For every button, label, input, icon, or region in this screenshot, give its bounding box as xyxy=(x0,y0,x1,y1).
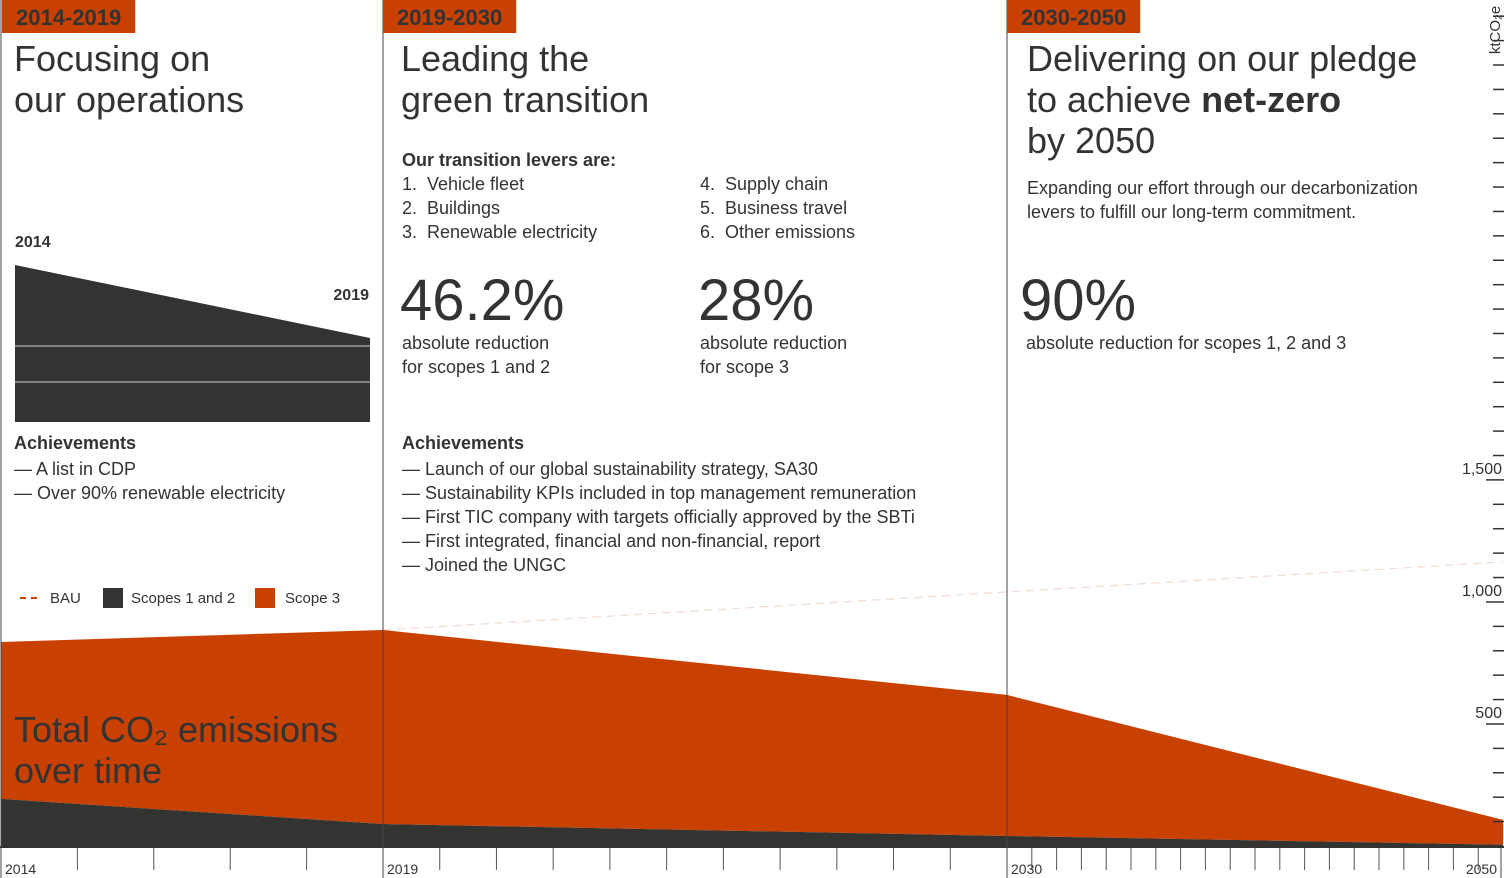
bau-line xyxy=(382,561,1504,631)
x-tick-label: 2014 xyxy=(5,861,36,877)
stat-value: 46.2% xyxy=(400,268,564,333)
achievement-item: — Sustainability KPIs included in top ma… xyxy=(402,483,916,503)
section-title: to achieve net-zero xyxy=(1027,79,1341,120)
legend-label: BAU xyxy=(50,590,81,607)
legend-marker xyxy=(103,588,123,608)
achievement-item: — Launch of our global sustainability st… xyxy=(402,459,818,479)
stat-text: absolute reduction xyxy=(402,333,549,353)
lever-item: 2. Buildings xyxy=(402,198,500,218)
stat-value: 90% xyxy=(1020,268,1136,333)
summary-start: 2014 xyxy=(15,234,51,251)
achievements-heading: Achievements xyxy=(402,433,524,453)
period-label: 2014-2019 xyxy=(16,5,121,30)
period-label: 2019-2030 xyxy=(397,5,502,30)
x-tick-label: 2030 xyxy=(1011,861,1042,877)
lever-item: 6. Other emissions xyxy=(700,222,855,242)
section-title: Delivering on our pledge xyxy=(1027,38,1417,79)
y-tick-label: 1,500 xyxy=(1462,461,1502,478)
period-badge xyxy=(383,0,517,33)
scopes12-area xyxy=(1,798,1503,846)
chart-title: over time xyxy=(14,750,162,791)
lever-item: 1. Vehicle fleet xyxy=(402,174,524,194)
section-description: levers to fulfill our long-term commitme… xyxy=(1027,202,1356,222)
lever-item: 4. Supply chain xyxy=(700,174,828,194)
section-title: our operations xyxy=(14,79,244,120)
section-title: green transition xyxy=(401,79,649,120)
x-tick-label: 2019 xyxy=(387,861,418,877)
lever-item: 5. Business travel xyxy=(700,198,847,218)
legend-marker xyxy=(255,588,275,608)
levers-heading: Our transition levers are: xyxy=(402,150,616,170)
achievement-item: — Over 90% renewable electricity xyxy=(14,483,285,503)
title-emphasis: net-zero xyxy=(1201,79,1341,120)
legend-label: Scopes 1 and 2 xyxy=(131,590,235,607)
summary-end: 2019 xyxy=(333,287,369,304)
x-tick-label: 2050 xyxy=(1466,861,1497,877)
section-title: Leading the xyxy=(401,38,589,79)
legend-label: Scope 3 xyxy=(285,590,340,607)
stat-text: for scopes 1 and 2 xyxy=(402,357,550,377)
period-label: 2030-2050 xyxy=(1021,5,1126,30)
summary-row: 41% reduction in intensity xyxy=(22,391,227,411)
summary-shape xyxy=(15,265,370,422)
section-description: Expanding our effort through our decarbo… xyxy=(1027,178,1418,198)
summary-row: 30% absolute reduction in scopes 1 and 2 xyxy=(22,356,356,376)
stat-text: for scope 3 xyxy=(700,357,789,377)
scope3-area xyxy=(1,630,1503,845)
period-badge xyxy=(2,0,136,33)
chart-title: Total CO₂ emissions xyxy=(14,709,338,750)
y-tick-label: 500 xyxy=(1475,705,1502,722)
achievements-heading: Achievements xyxy=(14,433,136,453)
period-badge xyxy=(1007,0,1141,33)
y-axis-label: ktCO₂e xyxy=(1487,6,1504,54)
lever-item: 3. Renewable electricity xyxy=(402,222,597,242)
achievement-item: — Joined the UNGC xyxy=(402,555,566,575)
stat-text: absolute reduction for scopes 1, 2 and 3 xyxy=(1026,333,1346,353)
achievement-item: — First TIC company with targets officia… xyxy=(402,507,915,527)
y-tick-label: 1,000 xyxy=(1462,583,1502,600)
stat-text: absolute reduction xyxy=(700,333,847,353)
section-title: by 2050 xyxy=(1027,120,1155,161)
stat-value: 28% xyxy=(698,268,814,333)
achievement-item: — First integrated, financial and non-fi… xyxy=(402,531,820,551)
achievement-item: — A list in CDP xyxy=(14,459,136,479)
section-title: Focusing on xyxy=(14,38,210,79)
